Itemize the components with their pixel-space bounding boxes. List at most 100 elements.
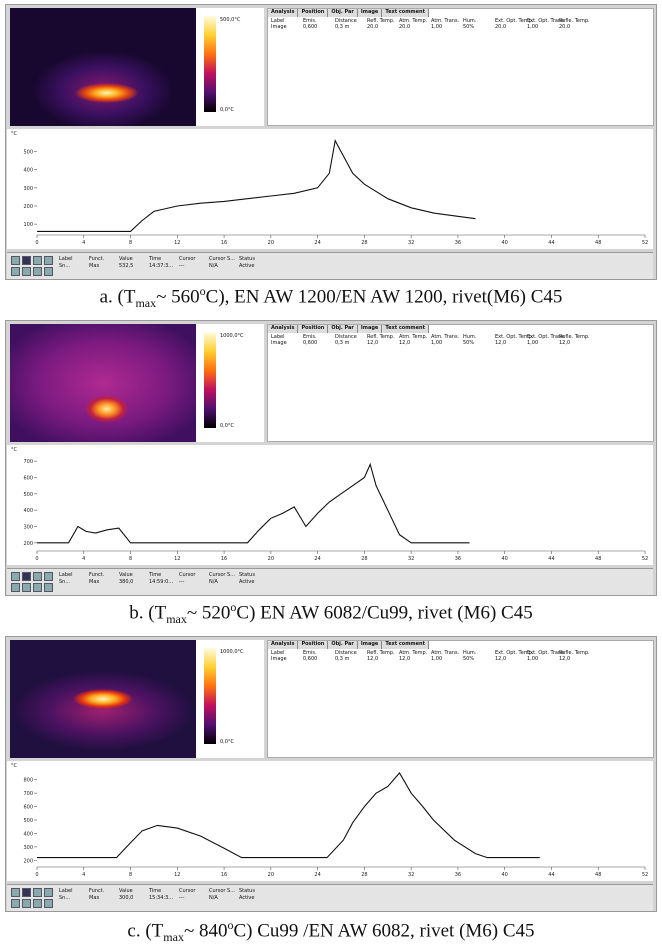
- y-unit: °C: [11, 131, 18, 137]
- tool-icon[interactable]: [44, 888, 53, 897]
- y-tick-label: 700: [23, 459, 33, 465]
- x-tick-label: 24: [314, 556, 320, 562]
- tool-icon[interactable]: [33, 267, 42, 276]
- tool-icon[interactable]: [33, 583, 42, 592]
- thermal-image: [10, 8, 196, 126]
- tab[interactable]: Obj. Par: [328, 325, 358, 333]
- tool-icon[interactable]: [33, 256, 42, 265]
- color-bar: [204, 16, 216, 112]
- x-tick-label: 52: [642, 240, 648, 246]
- caption: a. (Tmax~ 560oC), EN AW 1200/EN AW 1200,…: [0, 284, 662, 311]
- x-tick-label: 16: [221, 872, 227, 878]
- thermal-image: [10, 640, 196, 758]
- analysis-header: Distance: [335, 650, 357, 656]
- x-tick-label: 8: [129, 240, 132, 246]
- scale-max: 500,0°C: [220, 17, 241, 23]
- x-tick-label: 52: [642, 556, 648, 562]
- analysis-cell: 12,0: [495, 340, 507, 346]
- caption-text: ~ 840: [183, 920, 228, 942]
- analysis-cell: 0,600: [303, 24, 318, 30]
- y-tick-label: 800: [23, 778, 33, 784]
- tab[interactable]: Text comment: [382, 9, 429, 17]
- tool-icon[interactable]: [11, 583, 20, 592]
- x-tick-label: 48: [595, 240, 601, 246]
- caption-text: ~ 560: [156, 286, 200, 308]
- analysis-header: Label: [271, 650, 285, 656]
- analysis-header: Atm. Trans.: [431, 650, 460, 656]
- analysis-cell: 1,00: [431, 24, 443, 30]
- analysis-cell: 0,600: [303, 340, 318, 346]
- y-tick-label: 300: [23, 845, 33, 851]
- tool-icon[interactable]: [44, 572, 53, 581]
- color-scale-panel: 1000,0°C 0,0°C: [196, 324, 264, 442]
- tab[interactable]: Text comment: [382, 641, 429, 649]
- tab[interactable]: Position: [298, 325, 329, 333]
- tab[interactable]: Obj. Par: [328, 641, 358, 649]
- caption-superscript: o: [230, 600, 237, 614]
- tool-icon[interactable]: [44, 267, 53, 276]
- tool-icon[interactable]: [11, 572, 20, 581]
- analysis-cell: 0,3 m: [335, 24, 350, 30]
- status-cell: Max: [89, 895, 100, 901]
- x-tick-label: 32: [408, 556, 414, 562]
- tool-icon[interactable]: [11, 899, 20, 908]
- caption-text: C) EN AW 6082/Cu99, rivet (M6) C45: [236, 602, 533, 624]
- analysis-header: Distance: [335, 18, 357, 24]
- status-header: Funct.: [89, 888, 105, 894]
- tool-icon[interactable]: [44, 256, 53, 265]
- x-tick-label: 24: [314, 240, 320, 246]
- status-bar: Label Sn... Funct. Max Value 380,0 Time 14:59:0…: [7, 568, 653, 595]
- tool-icon[interactable]: [11, 888, 20, 897]
- tool-icon[interactable]: [22, 267, 31, 276]
- analysis-header: Atm. Trans.: [431, 18, 460, 24]
- tab[interactable]: Image: [358, 9, 383, 17]
- analysis-cell: 50%: [463, 656, 475, 662]
- tab[interactable]: Obj. Par: [328, 9, 358, 17]
- x-tick-label: 16: [221, 556, 227, 562]
- tool-icon[interactable]: [22, 583, 31, 592]
- x-tick-label: 48: [595, 872, 601, 878]
- analysis-header: Refl. Temp.: [367, 18, 395, 24]
- tool-icon[interactable]: [11, 267, 20, 276]
- status-header: Label: [59, 888, 73, 894]
- tool-icon[interactable]: [44, 899, 53, 908]
- tool-icon[interactable]: [33, 888, 42, 897]
- analysis-header: Atm. Temp.: [399, 18, 428, 24]
- tool-icon[interactable]: [11, 256, 20, 265]
- tab[interactable]: Analysis: [268, 641, 299, 649]
- scale-max: 1000,0°C: [220, 333, 244, 339]
- status-cell: Active: [239, 895, 255, 901]
- caption: c. (Tmax~ 840oC) Cu99 /EN AW 6082, rivet…: [0, 918, 662, 945]
- tab[interactable]: Position: [298, 641, 329, 649]
- tool-icon[interactable]: [22, 256, 31, 265]
- x-tick-label: 20: [268, 872, 274, 878]
- analysis-cell: 1,00: [527, 656, 539, 662]
- x-tick-label: 12: [174, 240, 180, 246]
- tool-icon[interactable]: [44, 583, 53, 592]
- screenshot: 1000,0°C 0,0°C Analysis Position Obj. Par Ima…: [5, 320, 657, 596]
- x-tick-label: 28: [361, 240, 367, 246]
- x-tick-label: 20: [268, 556, 274, 562]
- tab[interactable]: Image: [358, 641, 383, 649]
- y-tick-label: 700: [23, 791, 33, 797]
- tool-icon[interactable]: [33, 572, 42, 581]
- tab[interactable]: Text comment: [382, 325, 429, 333]
- caption-subscript: max: [135, 296, 157, 311]
- analysis-cell: 12,0: [559, 656, 571, 662]
- status-header: Value: [119, 572, 133, 578]
- tool-icon[interactable]: [22, 572, 31, 581]
- tab[interactable]: Analysis: [268, 325, 299, 333]
- y-tick-label: 200: [23, 204, 33, 210]
- tab[interactable]: Image: [358, 325, 383, 333]
- tool-icon[interactable]: [22, 888, 31, 897]
- tab[interactable]: Position: [298, 9, 329, 17]
- temperature-curve: [37, 138, 476, 232]
- analysis-cell: 12,0: [495, 656, 507, 662]
- x-tick-label: 36: [455, 240, 461, 246]
- tool-icon[interactable]: [33, 899, 42, 908]
- analysis-header: Refl. Temp.: [367, 650, 395, 656]
- tool-icon[interactable]: [22, 899, 31, 908]
- tab[interactable]: Analysis: [268, 9, 299, 17]
- caption-subscript: max: [166, 612, 187, 627]
